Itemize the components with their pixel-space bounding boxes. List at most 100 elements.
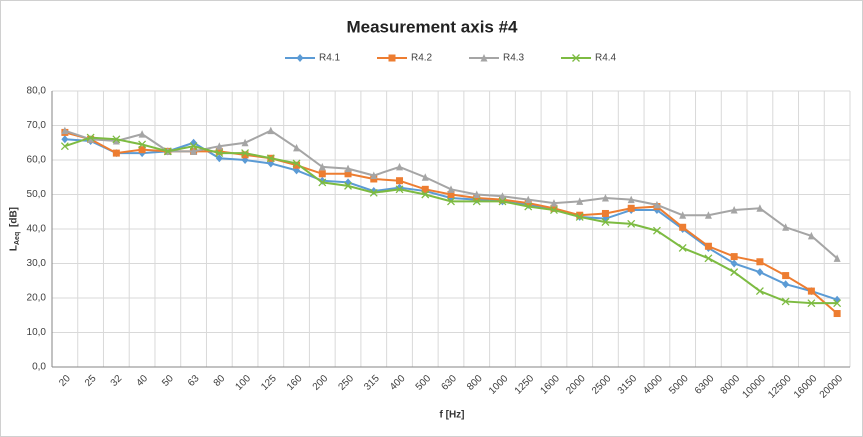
marker [807,287,815,295]
legend-label: R4.1 [319,53,341,64]
marker [112,135,121,144]
chart-title: Measurement axis #4 [346,17,518,36]
marker [293,161,301,169]
marker [61,135,69,144]
x-axis-title: f [Hz] [440,410,465,421]
marker [756,204,764,212]
marker [138,146,146,154]
marker [730,259,738,268]
marker [241,138,249,147]
marker [318,178,327,187]
marker [396,177,404,185]
marker [679,211,687,219]
marker [421,190,430,199]
marker [756,268,764,277]
marker [833,254,841,262]
marker [369,188,378,197]
marker [782,223,790,231]
marker [241,149,250,158]
marker [575,212,584,221]
marker [572,54,580,62]
marker [241,151,249,159]
marker [755,287,764,296]
marker [704,242,712,250]
marker [215,147,223,155]
marker [318,170,326,178]
series [60,133,842,308]
y-tick-label: 50,0 [27,189,47,200]
marker [730,268,739,277]
marker [627,219,636,228]
marker [112,149,120,157]
marker [704,254,713,263]
marker [576,197,584,205]
marker [480,54,488,62]
marker [782,272,790,280]
marker [447,191,455,198]
marker [550,199,558,207]
marker [756,258,764,266]
marker [61,126,69,135]
marker [138,140,147,149]
marker [395,185,404,194]
marker [87,135,95,143]
marker [396,162,404,171]
marker [550,206,558,214]
marker [498,192,506,200]
marker [421,173,429,181]
marker [293,143,301,152]
marker [781,297,790,306]
marker [807,299,816,308]
marker [576,211,584,219]
y-tick-label: 40,0 [27,224,47,235]
y-tick-label: 30,0 [27,258,47,269]
marker [601,209,609,217]
y-tick-label: 80,0 [27,86,47,97]
y-tick-label: 20,0 [27,293,47,304]
marker [388,54,396,62]
y-tick-label: 0,0 [32,362,46,373]
marker [472,197,481,206]
marker [704,211,712,219]
marker [344,181,352,190]
marker [344,164,352,173]
y-tick-label: 10,0 [27,327,47,338]
legend-label: R4.3 [503,53,525,64]
marker [601,218,610,227]
y-axis-title-main: L [9,245,20,251]
marker [215,154,223,163]
marker [190,147,198,155]
marker [266,154,275,163]
y-tick-label: 60,0 [27,155,47,166]
marker [267,126,275,135]
y-axis-title: L Aeq [dB] [9,207,21,251]
y-axis-title-unit: [dB] [9,207,20,227]
legend-label: R4.4 [595,53,617,64]
marker [498,197,507,206]
marker [370,171,378,180]
marker [86,133,95,142]
marker [344,170,352,178]
marker [601,193,609,202]
marker [524,202,533,211]
y-tick-label: 70,0 [27,120,47,131]
marker [473,190,481,198]
marker [782,280,790,289]
marker [215,142,223,150]
marker [189,142,198,151]
marker [163,147,172,156]
marker [138,130,146,138]
legend-label: R4.2 [411,53,433,64]
marker [730,253,738,261]
marker [447,185,455,193]
marker [296,54,304,62]
marker [627,204,635,212]
marker [447,197,455,206]
marker [318,162,326,171]
marker [678,244,687,252]
marker [730,206,738,214]
marker [679,223,687,231]
